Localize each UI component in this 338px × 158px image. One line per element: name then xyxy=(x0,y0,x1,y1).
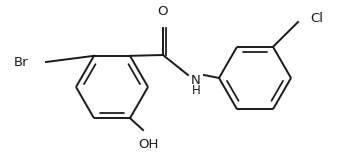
Text: H: H xyxy=(192,83,200,97)
Text: Cl: Cl xyxy=(310,12,323,25)
Text: O: O xyxy=(158,5,168,18)
Text: OH: OH xyxy=(138,138,158,151)
Text: Br: Br xyxy=(14,55,28,69)
Text: N: N xyxy=(191,73,201,86)
